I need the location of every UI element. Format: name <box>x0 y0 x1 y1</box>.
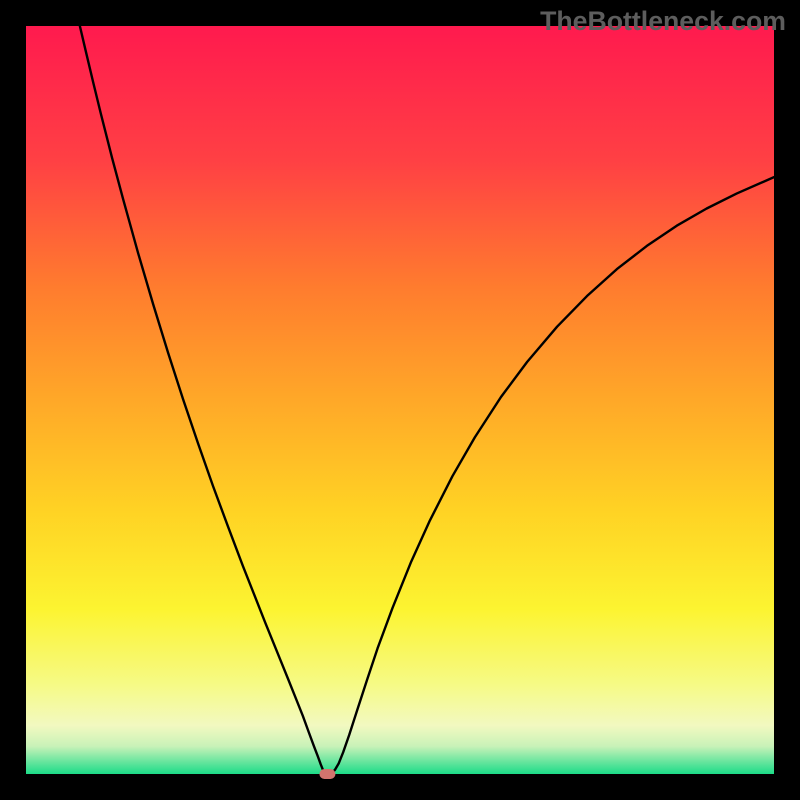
watermark-text: TheBottleneck.com <box>540 6 786 37</box>
bottleneck-marker <box>319 769 335 779</box>
chart-svg <box>0 0 800 800</box>
chart-stage: TheBottleneck.com <box>0 0 800 800</box>
plot-background <box>26 26 774 774</box>
